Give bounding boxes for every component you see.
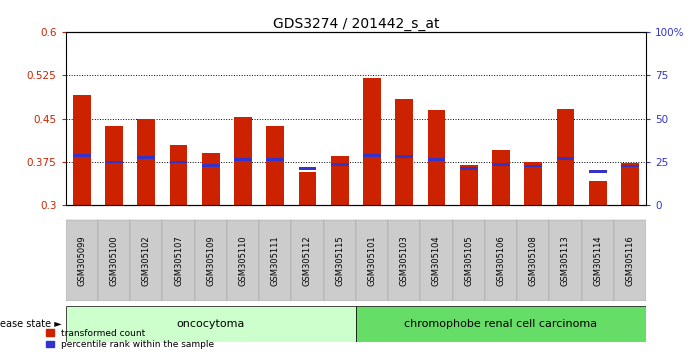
Bar bbox=[234, 158, 252, 160]
Bar bbox=[556, 157, 574, 160]
Bar bbox=[105, 126, 123, 205]
FancyBboxPatch shape bbox=[420, 219, 453, 301]
Text: GSM305112: GSM305112 bbox=[303, 235, 312, 286]
Bar bbox=[395, 155, 413, 158]
FancyBboxPatch shape bbox=[292, 219, 323, 301]
Text: GSM305099: GSM305099 bbox=[77, 235, 86, 286]
FancyBboxPatch shape bbox=[130, 219, 162, 301]
Bar bbox=[621, 165, 638, 167]
FancyBboxPatch shape bbox=[388, 219, 420, 301]
FancyBboxPatch shape bbox=[614, 219, 646, 301]
Bar bbox=[202, 164, 220, 167]
Text: GSM305107: GSM305107 bbox=[174, 235, 183, 286]
Bar bbox=[524, 165, 542, 167]
FancyBboxPatch shape bbox=[66, 306, 356, 342]
Bar bbox=[169, 160, 187, 164]
Bar bbox=[299, 172, 316, 205]
Text: GSM305106: GSM305106 bbox=[496, 235, 506, 286]
FancyBboxPatch shape bbox=[582, 219, 614, 301]
FancyBboxPatch shape bbox=[66, 219, 98, 301]
FancyBboxPatch shape bbox=[453, 219, 485, 301]
FancyBboxPatch shape bbox=[356, 306, 646, 342]
Text: GSM305109: GSM305109 bbox=[206, 235, 216, 286]
Text: GSM305114: GSM305114 bbox=[593, 235, 603, 286]
Bar bbox=[621, 163, 638, 205]
Text: GSM305108: GSM305108 bbox=[529, 235, 538, 286]
Bar bbox=[589, 181, 607, 205]
Text: GSM305101: GSM305101 bbox=[368, 235, 377, 286]
Bar bbox=[73, 96, 91, 205]
Bar bbox=[524, 162, 542, 205]
Bar bbox=[460, 165, 477, 205]
Bar bbox=[299, 167, 316, 170]
Bar bbox=[363, 78, 381, 205]
FancyBboxPatch shape bbox=[259, 219, 292, 301]
Bar bbox=[492, 150, 510, 205]
Text: GSM305111: GSM305111 bbox=[271, 235, 280, 286]
Bar bbox=[589, 170, 607, 173]
Bar bbox=[202, 153, 220, 205]
Text: disease state ►: disease state ► bbox=[0, 319, 62, 329]
FancyBboxPatch shape bbox=[98, 219, 130, 301]
FancyBboxPatch shape bbox=[195, 219, 227, 301]
Text: GSM305103: GSM305103 bbox=[399, 235, 409, 286]
Bar bbox=[428, 110, 445, 205]
FancyBboxPatch shape bbox=[162, 219, 195, 301]
Bar bbox=[363, 154, 381, 157]
Text: GSM305102: GSM305102 bbox=[142, 235, 151, 286]
Bar bbox=[266, 126, 284, 205]
Text: GSM305104: GSM305104 bbox=[432, 235, 441, 286]
Bar bbox=[266, 158, 284, 161]
Text: oncocytoma: oncocytoma bbox=[177, 319, 245, 329]
Bar bbox=[138, 119, 155, 205]
Bar bbox=[492, 164, 510, 166]
Title: GDS3274 / 201442_s_at: GDS3274 / 201442_s_at bbox=[273, 17, 439, 31]
Text: GSM305116: GSM305116 bbox=[625, 235, 634, 286]
Text: GSM305115: GSM305115 bbox=[335, 235, 344, 286]
Bar bbox=[460, 167, 477, 170]
Bar bbox=[73, 154, 91, 157]
FancyBboxPatch shape bbox=[485, 219, 517, 301]
Bar bbox=[105, 160, 123, 164]
Bar bbox=[169, 144, 187, 205]
FancyBboxPatch shape bbox=[323, 219, 356, 301]
Bar bbox=[234, 118, 252, 205]
Text: GSM305110: GSM305110 bbox=[238, 235, 247, 286]
Legend: transformed count, percentile rank within the sample: transformed count, percentile rank withi… bbox=[46, 329, 214, 349]
Text: GSM305100: GSM305100 bbox=[109, 235, 119, 286]
FancyBboxPatch shape bbox=[517, 219, 549, 301]
FancyBboxPatch shape bbox=[227, 219, 259, 301]
Bar bbox=[331, 164, 348, 166]
Text: chromophobe renal cell carcinoma: chromophobe renal cell carcinoma bbox=[404, 319, 598, 329]
Bar bbox=[331, 156, 348, 205]
Bar bbox=[428, 158, 445, 160]
Text: GSM305105: GSM305105 bbox=[464, 235, 473, 286]
FancyBboxPatch shape bbox=[356, 219, 388, 301]
Bar bbox=[395, 99, 413, 205]
Bar bbox=[138, 156, 155, 159]
FancyBboxPatch shape bbox=[549, 219, 582, 301]
Text: GSM305113: GSM305113 bbox=[561, 235, 570, 286]
Bar bbox=[556, 109, 574, 205]
